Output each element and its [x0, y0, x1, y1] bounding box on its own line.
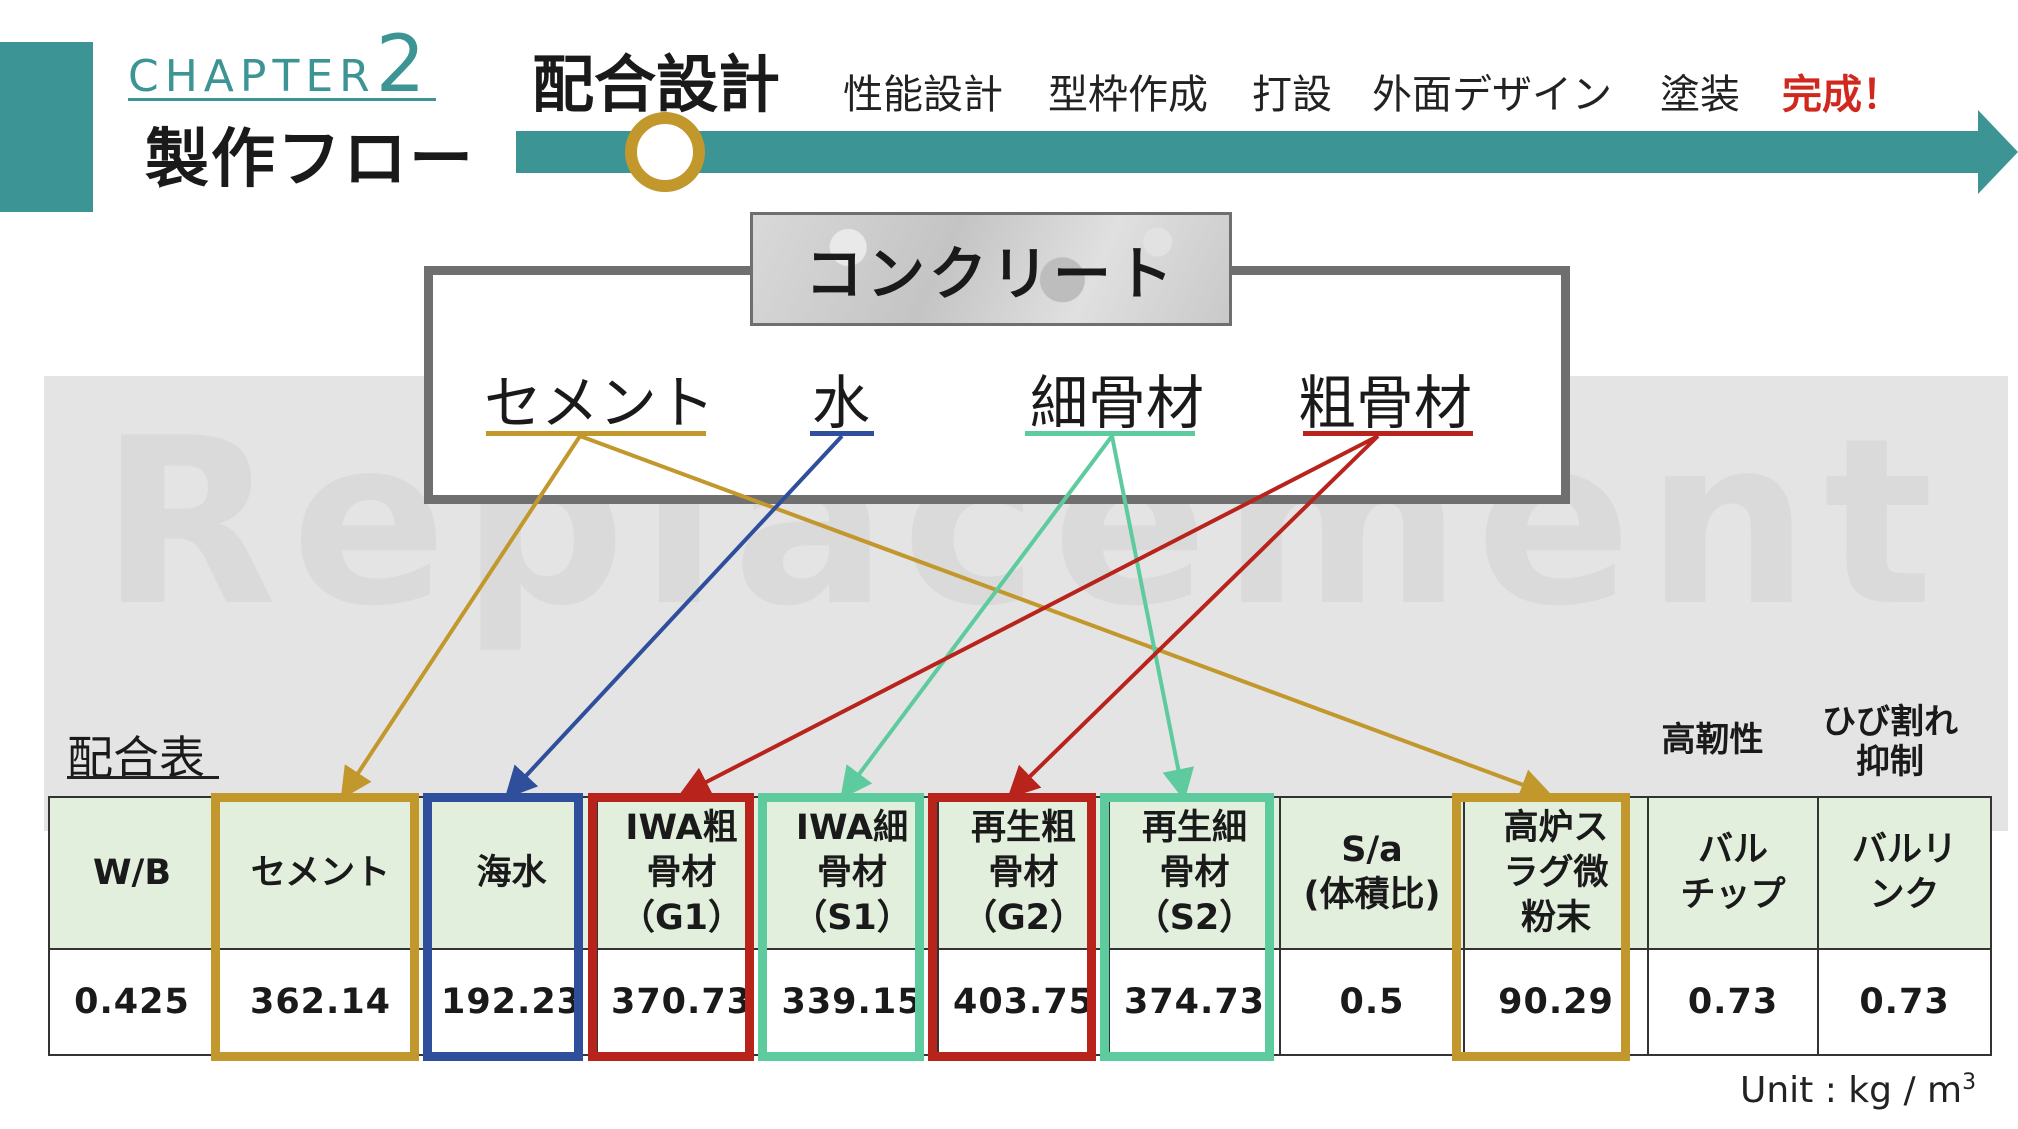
header-iwa-coarse: IWA粗 骨材 （G1）	[596, 796, 767, 950]
header-barchip: バル チップ	[1647, 796, 1819, 950]
material-fine-aggregate-label: 細骨材	[1030, 369, 1205, 437]
connector-water-to-seawater	[504, 434, 844, 799]
chapter-word: CHAPTER	[128, 51, 376, 102]
step-current: 配合設計	[532, 48, 781, 121]
step-casting: 打設	[1252, 72, 1332, 118]
header-slag: 高炉ス ラグ微 粉末	[1463, 796, 1649, 950]
connector-cement-to-cement	[340, 434, 582, 800]
connector-coarse-to-recycled-coarse	[1007, 434, 1380, 799]
value-sa: 0.5	[1279, 948, 1465, 1056]
header-barlink: バルリ ンク	[1817, 796, 1992, 950]
header-iwa-fine: IWA細 骨材 （S1）	[765, 796, 939, 950]
mix-table: W/B セメント 海水 IWA粗 骨材 （G1） IWA細 骨材 （S1） 再生…	[48, 796, 1992, 1056]
unit-note: Unit : kg / m3	[1740, 1070, 1976, 1111]
header-recycled-coarse: 再生粗 骨材 （G2）	[937, 796, 1110, 950]
connector-cement-to-slag	[579, 434, 1553, 800]
mix-table-header-row: W/B セメント 海水 IWA粗 骨材 （G1） IWA細 骨材 （S1） 再生…	[48, 796, 1992, 950]
material-coarse-aggregate-underline	[1303, 431, 1473, 436]
header-sa: S/a (体積比)	[1279, 796, 1465, 950]
highlight-seawater-column	[423, 793, 583, 1061]
highlight-iwa-coarse-column	[588, 793, 754, 1061]
concrete-label: コンクリート	[750, 212, 1232, 326]
value-iwa-coarse: 370.73	[596, 948, 767, 1056]
flow-title: 製作フロー	[145, 123, 475, 197]
chapter-accent-block	[0, 42, 93, 212]
header-recycled-fine: 再生細 骨材 （S2）	[1108, 796, 1281, 950]
material-cement-label: セメント	[484, 369, 715, 437]
material-fine-aggregate-underline	[1025, 431, 1195, 436]
chapter-label: CHAPTER2	[128, 20, 425, 110]
chapter-underline	[128, 98, 436, 101]
material-coarse-aggregate-label: 粗骨材	[1298, 369, 1473, 437]
extra-label-toughness: 高靭性	[1661, 720, 1764, 760]
value-seawater: 192.23	[425, 948, 598, 1056]
extra-label-crack-control: ひび割れ 抑制	[1822, 702, 1958, 782]
header-seawater: 海水	[425, 796, 598, 950]
chapter-number: 2	[375, 20, 426, 110]
header-wb: W/B	[48, 796, 216, 950]
mix-table-value-row: 0.425 362.14 192.23 370.73 339.15 403.75…	[48, 948, 1992, 1056]
current-step-marker	[625, 112, 705, 192]
highlight-cement-column	[211, 793, 419, 1061]
material-water-underline	[810, 431, 874, 436]
value-barlink: 0.73	[1817, 948, 1992, 1056]
timeline-arrow	[516, 110, 2018, 194]
value-iwa-fine: 339.15	[765, 948, 939, 1056]
material-cement-underline	[486, 431, 706, 436]
step-exterior-design: 外面デザイン	[1372, 72, 1612, 118]
material-water-label: 水	[812, 369, 871, 437]
unit-text: Unit : kg / m	[1740, 1070, 1963, 1111]
header-cement: セメント	[214, 796, 427, 950]
step-formwork: 型枠作成	[1048, 72, 1208, 118]
connector-fine-to-recycled-fine	[1110, 435, 1195, 801]
step-complete: 完成！	[1782, 72, 1902, 118]
value-recycled-fine: 374.73	[1108, 948, 1281, 1056]
unit-superscript: 3	[1962, 1070, 1977, 1095]
value-barchip: 0.73	[1647, 948, 1819, 1056]
value-recycled-coarse: 403.75	[937, 948, 1110, 1056]
timeline-bar	[516, 131, 1986, 173]
step-performance-design: 性能設計	[843, 72, 1003, 118]
step-painting: 塗装	[1660, 72, 1740, 118]
connector-coarse-to-iwa-coarse	[677, 434, 1379, 797]
value-wb: 0.425	[48, 948, 216, 1056]
value-slag: 90.29	[1463, 948, 1649, 1056]
timeline-arrowhead	[1978, 110, 2018, 194]
connector-fine-to-iwa-fine	[840, 434, 1114, 800]
mix-table-title-underline	[67, 776, 219, 779]
